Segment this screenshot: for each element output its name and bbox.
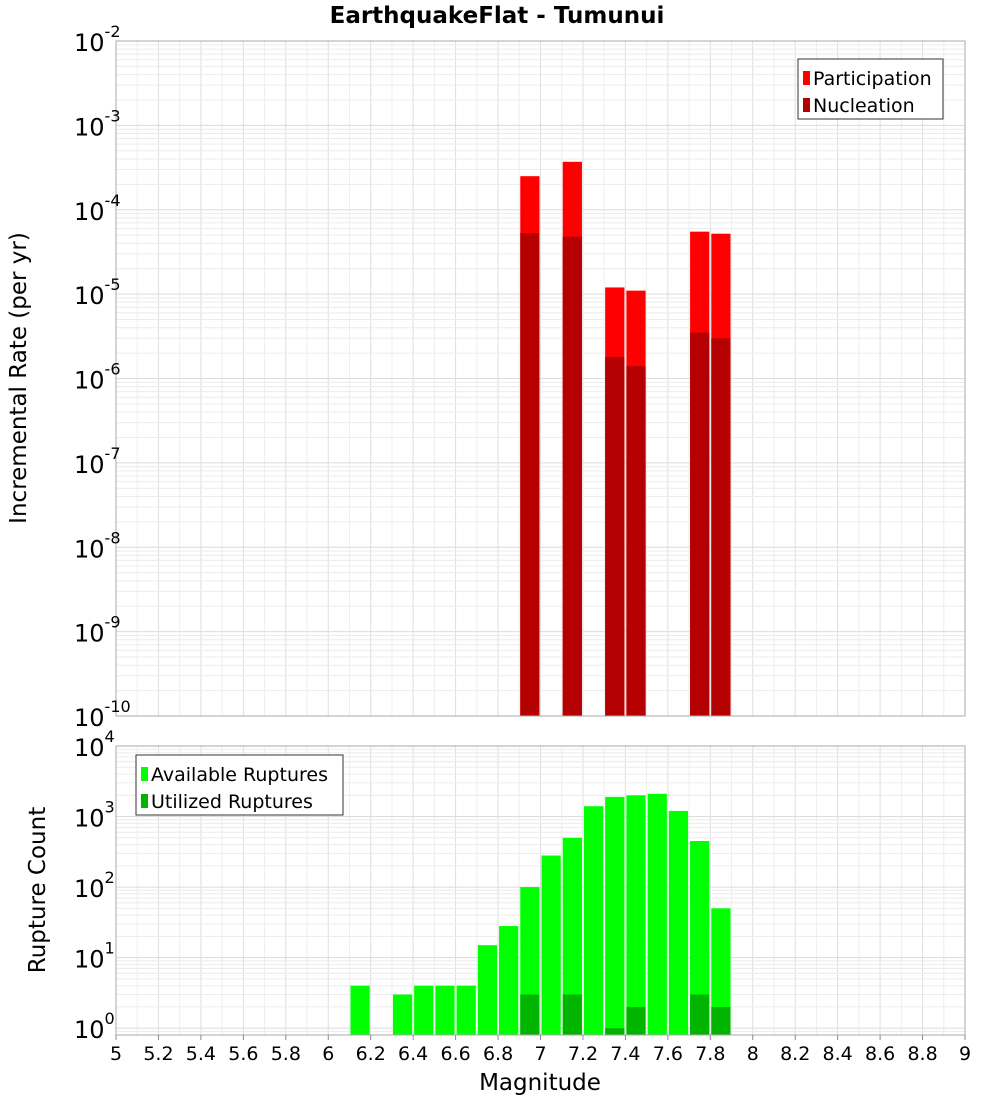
x-tick-label: 8.8 xyxy=(907,1043,937,1065)
bottom-bar-utilized-ruptures-2 xyxy=(605,1028,625,1035)
x-tick-label: 8.6 xyxy=(865,1043,895,1065)
top-legend-box xyxy=(797,58,944,120)
top-bar-nucleation-0 xyxy=(520,233,540,716)
top-bar-nucleation-5 xyxy=(711,338,731,716)
x-tick-label: 6 xyxy=(322,1043,334,1065)
x-tick-label: 6.4 xyxy=(398,1043,428,1065)
top-y-tick-label: 10-9 xyxy=(74,613,121,648)
bottom-bar-utilized-ruptures-0 xyxy=(520,994,540,1035)
top-legend-label-0: Participation xyxy=(813,68,932,90)
x-axis-label: Magnitude xyxy=(479,1070,601,1096)
bottom-grid xyxy=(115,745,966,1036)
top-legend-swatch-1 xyxy=(803,98,810,112)
x-tick-label: 6.2 xyxy=(356,1043,386,1065)
bottom-bar-available-ruptures-0 xyxy=(350,985,370,1035)
bottom-y-tick-label: 101 xyxy=(74,939,115,974)
x-tick-label: 5 xyxy=(110,1043,122,1065)
x-tick-label: 8 xyxy=(747,1043,759,1065)
top-y-tick-label: 10-6 xyxy=(74,360,121,395)
bottom-plot-area: 100 101 102 103 104 Available Ruptures Utilize… xyxy=(74,727,966,1044)
top-bars xyxy=(520,161,731,716)
x-tick-label: 8.4 xyxy=(823,1043,853,1065)
x-tick-label: 5.2 xyxy=(143,1043,173,1065)
x-tick-label: 6.6 xyxy=(440,1043,470,1065)
x-tick-label: 7.4 xyxy=(610,1043,640,1065)
top-grid xyxy=(115,40,966,717)
top-y-tick-label: 10-4 xyxy=(74,191,121,226)
bottom-legend: Available Ruptures Utilized Ruptures xyxy=(135,754,344,816)
bottom-legend-swatch-0 xyxy=(141,767,148,781)
bottom-bar-utilized-ruptures-4 xyxy=(690,994,710,1035)
x-tick-label: 7.8 xyxy=(695,1043,725,1065)
top-y-tick-label: 10-7 xyxy=(74,444,121,479)
bottom-bar-utilized-ruptures-3 xyxy=(626,1006,646,1035)
chart-title: EarthquakeFlat - Tumunui xyxy=(330,3,665,29)
bottom-bar-available-ruptures-1 xyxy=(392,994,413,1035)
bottom-bar-available-ruptures-3 xyxy=(435,985,455,1035)
bottom-y-tick-label: 100 xyxy=(74,1009,115,1044)
top-y-axis-label: Incremental Rate (per yr) xyxy=(6,232,32,524)
top-y-tick-label: 10-5 xyxy=(74,275,121,310)
bottom-bar-available-ruptures-4 xyxy=(456,985,476,1035)
x-tick-label: 9 xyxy=(959,1043,971,1065)
bottom-bar-available-ruptures-13 xyxy=(647,793,667,1035)
bottom-bar-available-ruptures-5 xyxy=(477,945,498,1035)
bottom-legend-box xyxy=(135,754,344,816)
bottom-y-axis-label: Rupture Count xyxy=(25,807,51,973)
bottom-bar-available-ruptures-14 xyxy=(668,810,689,1035)
bottom-bar-available-ruptures-15 xyxy=(690,841,710,1035)
top-bar-nucleation-2 xyxy=(605,356,625,716)
x-tick-label: 8.2 xyxy=(780,1043,810,1065)
x-tick-label: 5.6 xyxy=(228,1043,258,1065)
x-tick-label: 7 xyxy=(534,1043,546,1065)
bottom-bar-available-ruptures-10 xyxy=(583,806,604,1035)
bottom-bar-available-ruptures-6 xyxy=(499,926,519,1035)
bottom-bar-available-ruptures-9 xyxy=(562,837,582,1035)
bottom-legend-swatch-1 xyxy=(141,794,148,808)
top-bar-nucleation-3 xyxy=(626,366,646,716)
bottom-legend-label-0: Available Ruptures xyxy=(151,764,328,786)
top-legend: Participation Nucleation xyxy=(797,58,944,120)
bottom-y-tick-label: 103 xyxy=(74,798,115,833)
x-axis-ticks: 5 5.2 5.4 5.6 5.8 6 6.2 6.4 6.6 6.8 7 7.2 7.4 7.6 7.8 8… xyxy=(110,1035,971,1065)
top-y-tick-label: 10-8 xyxy=(74,528,121,563)
top-y-tick-label: 10-2 xyxy=(74,22,121,57)
bottom-y-tick-label: 102 xyxy=(74,868,115,903)
top-y-tick-label: 10-10 xyxy=(74,697,131,732)
bottom-bar-utilized-ruptures-5 xyxy=(711,1006,731,1035)
x-tick-label: 5.4 xyxy=(186,1043,216,1065)
bottom-bar-available-ruptures-2 xyxy=(414,985,434,1035)
top-bar-nucleation-4 xyxy=(690,332,710,716)
bottom-legend-label-1: Utilized Ruptures xyxy=(151,791,313,813)
bottom-bar-utilized-ruptures-1 xyxy=(562,994,582,1035)
x-tick-label: 7.2 xyxy=(568,1043,598,1065)
top-y-tick-label: 10-3 xyxy=(74,106,121,141)
bottom-bar-available-ruptures-11 xyxy=(605,796,625,1035)
top-y-ticks: 10-10 10-9 10-8 10-7 10-6 10-5 10-4 10-3 10-2 xyxy=(74,22,131,732)
top-bar-nucleation-1 xyxy=(562,236,582,716)
bottom-bar-available-ruptures-12 xyxy=(626,795,646,1035)
bottom-bars xyxy=(350,793,731,1035)
x-tick-label: 5.8 xyxy=(271,1043,301,1065)
top-legend-label-1: Nucleation xyxy=(813,95,915,117)
x-tick-label: 6.8 xyxy=(483,1043,513,1065)
top-plot-frame xyxy=(115,40,966,717)
top-legend-swatch-0 xyxy=(803,71,810,85)
bottom-bar-available-ruptures-16 xyxy=(711,908,731,1035)
bottom-bar-available-ruptures-8 xyxy=(541,855,561,1035)
bottom-y-tick-label: 104 xyxy=(74,727,115,762)
top-plot-area: 10-10 10-9 10-8 10-7 10-6 10-5 10-4 10-3 10-2 Par… xyxy=(74,22,966,732)
x-tick-label: 7.6 xyxy=(653,1043,683,1065)
bottom-y-ticks: 100 101 102 103 104 xyxy=(74,727,115,1044)
